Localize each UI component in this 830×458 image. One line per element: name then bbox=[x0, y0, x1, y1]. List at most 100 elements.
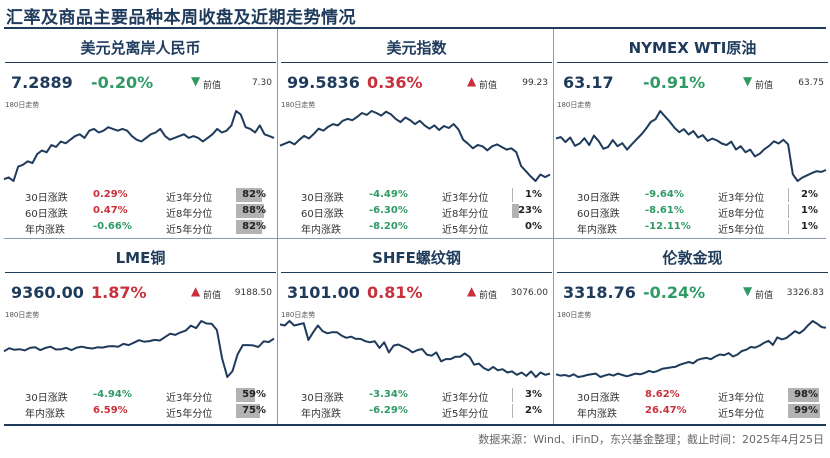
period-label: 年内涨跌 bbox=[301, 409, 341, 420]
percentile-value: 1% bbox=[801, 221, 818, 232]
percentile-bar bbox=[788, 388, 820, 402]
source-footer: 数据来源：Wind、iFinD，东兴基金整理；截止时间：2025年4月25日 bbox=[478, 433, 824, 446]
percentile-box: 1% bbox=[788, 220, 820, 234]
prev-value: 9188.50 bbox=[234, 288, 272, 298]
period-label: 60日涨跌 bbox=[25, 209, 68, 220]
panel-title-underline bbox=[5, 62, 276, 63]
panel-title: LME铜 bbox=[115, 249, 166, 267]
period-change: 26.47% bbox=[645, 405, 687, 416]
prev-value: 99.23 bbox=[522, 78, 548, 88]
stats-row: 30日涨跌 8.62% 近3年分位 98% bbox=[555, 388, 830, 404]
panel-title-underline bbox=[281, 272, 552, 273]
latest-value: 63.17 bbox=[563, 73, 614, 92]
triangle-up-icon: ▲ bbox=[467, 284, 477, 298]
period-change: 6.59% bbox=[93, 405, 128, 416]
percentile-label: 近5年分位 bbox=[718, 409, 765, 420]
stats-row: 年内涨跌 -12.11% 近5年分位 1% bbox=[555, 220, 830, 236]
percentile-box: 59% bbox=[236, 388, 268, 402]
triangle-down-icon: ▼ bbox=[743, 74, 753, 88]
percentile-value: 59% bbox=[242, 389, 266, 400]
latest-value: 9360.00 bbox=[11, 283, 84, 302]
latest-value: 3101.00 bbox=[287, 283, 360, 302]
prev-label: 前值 bbox=[755, 291, 774, 301]
trend-chart bbox=[555, 320, 827, 378]
period-change: -8.61% bbox=[645, 205, 684, 216]
market-panel: LME铜 9360.00 1.87% ▲ 前值 9188.50 180日走势 30日涨跌 -4.… bbox=[3, 239, 278, 423]
percentile-box: 0% bbox=[512, 220, 544, 234]
prev-label: 前值 bbox=[203, 81, 222, 91]
stats-row: 年内涨跌 26.47% 近5年分位 99% bbox=[555, 404, 830, 420]
prev-value: 3326.83 bbox=[786, 288, 824, 298]
percentile-bar bbox=[236, 388, 255, 402]
period-change: -6.29% bbox=[369, 405, 408, 416]
stats-row: 年内涨跌 -0.66% 近5年分位 82% bbox=[3, 220, 278, 236]
period-label: 60日涨跌 bbox=[301, 209, 344, 220]
period-change: -6.30% bbox=[369, 205, 408, 216]
market-panel: 美元指数 99.5836 0.36% ▲ 前值 99.23 180日走势 30日涨跌 -4.49… bbox=[279, 29, 554, 237]
trend-line bbox=[279, 110, 551, 182]
period-label: 60日涨跌 bbox=[577, 209, 620, 220]
weekly-change: -0.24% bbox=[643, 283, 706, 302]
percentile-label: 近5年分位 bbox=[166, 409, 213, 420]
weekly-change: 1.87% bbox=[91, 283, 147, 302]
period-label: 年内涨跌 bbox=[577, 225, 617, 236]
percentile-value: 82% bbox=[242, 221, 266, 232]
period-change: -8.20% bbox=[369, 221, 408, 232]
trend-label: 180日走势 bbox=[557, 311, 592, 319]
bottom-rule bbox=[4, 424, 826, 426]
stats-row: 60日涨跌 -6.30% 近8年分位 23% bbox=[279, 204, 554, 220]
prev-value: 3076.00 bbox=[510, 288, 548, 298]
stats-row: 30日涨跌 -3.34% 近3年分位 3% bbox=[279, 388, 554, 404]
percentile-label: 近3年分位 bbox=[442, 193, 489, 204]
percentile-bar bbox=[236, 220, 263, 234]
trend-line bbox=[279, 320, 551, 378]
percentile-box: 1% bbox=[512, 188, 544, 202]
stats-row: 年内涨跌 -8.20% 近5年分位 0% bbox=[279, 220, 554, 236]
percentile-label: 近3年分位 bbox=[442, 393, 489, 404]
percentile-bar bbox=[236, 404, 260, 418]
percentile-bar bbox=[236, 204, 265, 218]
triangle-down-icon: ▼ bbox=[743, 284, 753, 298]
stats-row: 年内涨跌 6.59% 近5年分位 75% bbox=[3, 404, 278, 420]
prev-value: 63.75 bbox=[798, 78, 824, 88]
percentile-value: 99% bbox=[794, 405, 818, 416]
percentile-box: 88% bbox=[236, 204, 268, 218]
stats-row: 年内涨跌 -6.29% 近5年分位 2% bbox=[279, 404, 554, 420]
weekly-change: -0.20% bbox=[91, 73, 154, 92]
stats-row: 30日涨跌 -4.94% 近3年分位 59% bbox=[3, 388, 278, 404]
trend-label: 180日走势 bbox=[5, 311, 40, 319]
trend-label: 180日走势 bbox=[281, 101, 316, 109]
triangle-down-icon: ▼ bbox=[191, 74, 201, 88]
trend-line bbox=[555, 320, 827, 378]
percentile-bar bbox=[512, 388, 513, 402]
percentile-box: 99% bbox=[788, 404, 820, 418]
period-change: -4.49% bbox=[369, 189, 408, 200]
percentile-label: 近3年分位 bbox=[166, 193, 213, 204]
percentile-label: 近3年分位 bbox=[166, 393, 213, 404]
panel-title-underline bbox=[557, 62, 828, 63]
trend-line bbox=[3, 110, 275, 182]
period-label: 30日涨跌 bbox=[301, 193, 344, 204]
panel-title: 美元兑离岸人民币 bbox=[80, 39, 201, 57]
page-title: 汇率及商品主要品种本周收盘及近期走势情况 bbox=[6, 8, 356, 28]
market-panel: 美元兑离岸人民币 7.2889 -0.20% ▼ 前值 7.30 180日走势 30日涨跌 0.… bbox=[3, 29, 278, 237]
weekly-change: 0.81% bbox=[367, 283, 423, 302]
percentile-box: 75% bbox=[236, 404, 268, 418]
percentile-label: 近8年分位 bbox=[166, 209, 213, 220]
weekly-change: 0.36% bbox=[367, 73, 423, 92]
percentile-value: 98% bbox=[794, 389, 818, 400]
percentile-box: 23% bbox=[512, 204, 544, 218]
weekly-change: -0.91% bbox=[643, 73, 706, 92]
prev-label: 前值 bbox=[479, 81, 498, 91]
percentile-box: 2% bbox=[788, 188, 820, 202]
latest-value: 3318.76 bbox=[563, 283, 636, 302]
period-change: 0.29% bbox=[93, 189, 128, 200]
period-change: 8.62% bbox=[645, 389, 680, 400]
market-panel: 伦敦金现 3318.76 -0.24% ▼ 前值 3326.83 180日走势 30日涨跌 8.… bbox=[555, 239, 830, 423]
percentile-label: 近8年分位 bbox=[718, 209, 765, 220]
percentile-value: 88% bbox=[242, 205, 266, 216]
trend-chart bbox=[279, 320, 551, 378]
percentile-box: 1% bbox=[788, 204, 820, 218]
row-separator bbox=[4, 238, 826, 239]
panel-title: 美元指数 bbox=[386, 39, 447, 57]
